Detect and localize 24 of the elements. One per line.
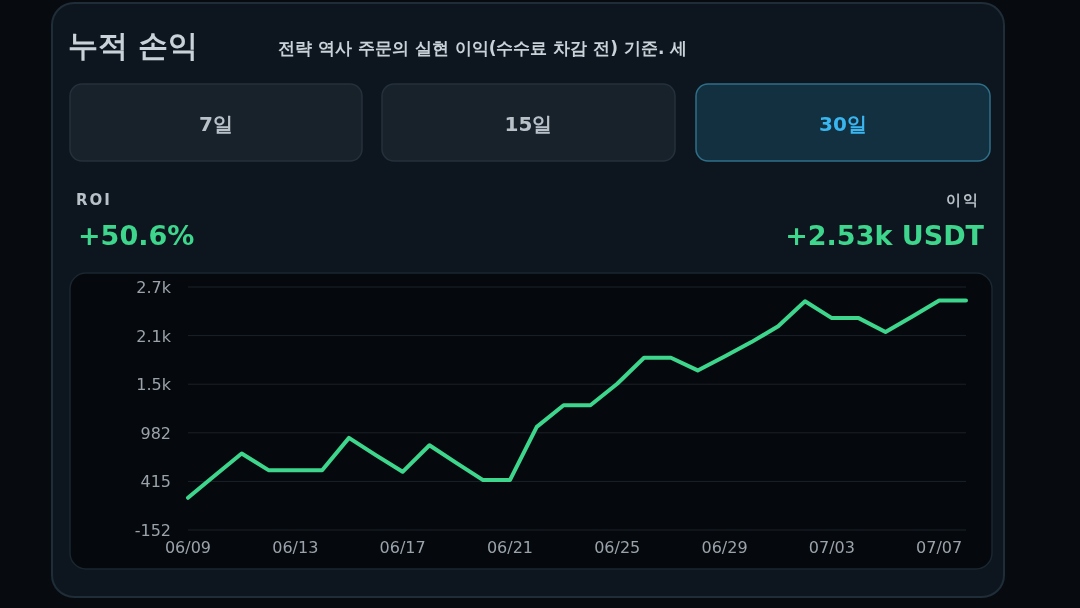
x-tick-label: 06/09 bbox=[164, 538, 212, 557]
text: +50.6% bbox=[78, 220, 195, 251]
x-tick-label: 06/21 bbox=[486, 538, 533, 557]
text: 15일 bbox=[504, 112, 553, 136]
chart-title: 누적 손익 bbox=[68, 28, 199, 63]
y-tick-label: 415 bbox=[140, 472, 171, 492]
x-tick-label: 07/03 bbox=[808, 538, 855, 557]
x-tick-label: 06/13 bbox=[272, 538, 319, 557]
text: 30일 bbox=[819, 112, 867, 136]
y-tick-label: 1.5k bbox=[136, 375, 172, 395]
x-tick-label: 06/17 bbox=[379, 538, 426, 557]
text: 이익 bbox=[946, 191, 980, 209]
y-tick-label: 982 bbox=[140, 423, 171, 443]
line-series bbox=[186, 298, 968, 500]
x-tick-label: 06/29 bbox=[701, 538, 748, 557]
x-tick-label: 06/25 bbox=[594, 538, 641, 557]
y-tick-label: 2.7k bbox=[136, 278, 172, 297]
text: 7일 bbox=[199, 112, 233, 136]
y-tick-label: -152 bbox=[134, 521, 171, 540]
text: ROI bbox=[76, 191, 112, 209]
chart-subtitle: 전략 역사 주문의 실현 이익(수수료 차감 전) 기준. 세 bbox=[278, 38, 688, 58]
y-tick-label: 2.1k bbox=[136, 326, 172, 346]
text: +2.53k USDT bbox=[785, 220, 985, 251]
x-tick-label: 07/07 bbox=[916, 538, 963, 557]
